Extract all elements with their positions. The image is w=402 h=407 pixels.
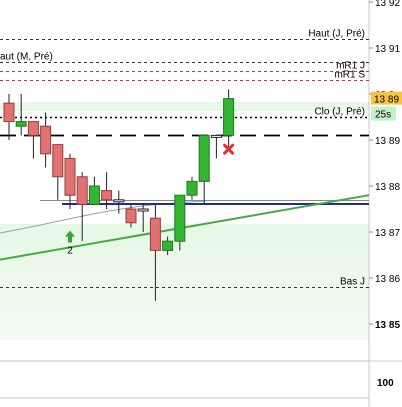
axis-tick-label: 13 88 <box>375 182 400 193</box>
axis-tick-label: 13 92 <box>375 0 400 9</box>
signal-count-label: 2 <box>67 246 73 257</box>
candle-body <box>76 176 88 205</box>
candle-body <box>88 185 100 205</box>
axis-tick-label: 13 91 <box>375 44 400 55</box>
current-price-tag <box>371 91 402 105</box>
candle-body <box>64 157 76 196</box>
candles-layer <box>3 89 235 301</box>
level-label: Clo (J, Pré) <box>314 107 365 118</box>
candle-body <box>27 121 39 136</box>
countdown-tag <box>371 106 396 121</box>
sell-cross-icon <box>223 143 235 155</box>
level-label: mR1 J <box>336 61 365 72</box>
candle-body <box>3 102 15 123</box>
level-label: Haut (J, Pré) <box>308 29 365 40</box>
candle-body <box>125 208 137 224</box>
current-price-label: 13 89 <box>374 95 399 106</box>
level-label: aut (M, Pré) <box>0 52 53 63</box>
axis-tick-label: 13 87 <box>375 228 400 239</box>
candle-body <box>15 121 27 127</box>
candle-body <box>40 125 52 155</box>
candle-body <box>223 98 235 136</box>
bullish-zone <box>0 224 369 340</box>
axis-tick-label: 13 86 <box>375 274 400 285</box>
markers-layer: 2 <box>65 143 235 257</box>
candle-body <box>137 208 149 212</box>
lower-panel-label: 100 <box>377 378 394 389</box>
candle-body <box>52 144 64 178</box>
level-label: Bas J <box>340 277 365 288</box>
axis-tick-label: 13 85 <box>375 320 400 331</box>
candle-body <box>186 180 198 196</box>
candle-body <box>113 199 125 203</box>
candle-body <box>149 217 161 251</box>
top-zone-band <box>0 102 369 111</box>
candle-body <box>162 240 174 251</box>
axis-tick-label: 13 89 <box>375 136 400 147</box>
candle-body <box>198 134 210 182</box>
candle-body <box>101 190 113 201</box>
countdown-label: 25s <box>375 110 391 121</box>
candle-body <box>174 194 186 242</box>
level-label: mR1 S <box>334 70 365 81</box>
buy-arrow-icon <box>65 230 75 243</box>
candle-body <box>210 134 222 138</box>
